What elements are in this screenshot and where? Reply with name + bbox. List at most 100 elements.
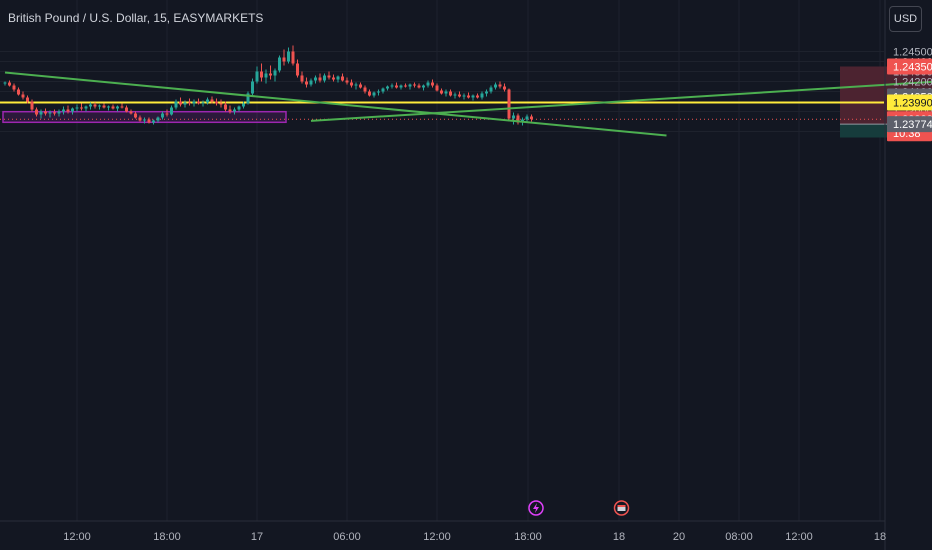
candle bbox=[188, 98, 191, 106]
candle-body bbox=[395, 85, 398, 88]
candle bbox=[233, 107, 236, 115]
candle bbox=[480, 91, 484, 100]
candle bbox=[260, 63, 263, 82]
candle-body bbox=[233, 109, 236, 112]
chart-title: British Pound / U.S. Dollar, 15, EASYMAR… bbox=[8, 11, 264, 25]
candle-body bbox=[386, 86, 389, 89]
candle-body bbox=[417, 85, 421, 88]
candle bbox=[426, 80, 430, 88]
candle bbox=[377, 89, 380, 96]
candle bbox=[183, 100, 187, 108]
candle-body bbox=[165, 113, 169, 115]
candle bbox=[80, 103, 83, 111]
candle bbox=[462, 93, 466, 100]
candle bbox=[152, 119, 155, 125]
y-tick-label: 1.24500 bbox=[893, 47, 932, 59]
candle-body bbox=[111, 106, 115, 109]
candle bbox=[269, 65, 272, 80]
candle-body bbox=[494, 84, 497, 88]
candle bbox=[359, 82, 362, 89]
candle-body bbox=[408, 84, 412, 87]
candle bbox=[206, 97, 209, 105]
candle-body bbox=[413, 84, 416, 86]
candle-body bbox=[35, 109, 38, 115]
candle bbox=[314, 75, 317, 84]
candle-body bbox=[296, 63, 299, 76]
x-tick-label: 18 bbox=[613, 531, 625, 543]
x-tick-label: 06:00 bbox=[333, 531, 361, 543]
candle-body bbox=[476, 95, 479, 98]
candle bbox=[386, 85, 389, 91]
candle-body bbox=[305, 81, 308, 85]
candle bbox=[444, 89, 448, 97]
candle-body bbox=[3, 82, 7, 84]
candle-body bbox=[350, 82, 353, 86]
candle bbox=[98, 104, 101, 110]
candle-body bbox=[152, 120, 155, 123]
candle-body bbox=[318, 77, 322, 81]
candle bbox=[93, 102, 97, 109]
candle bbox=[143, 117, 146, 124]
candle-body bbox=[300, 75, 304, 82]
candle-body bbox=[489, 87, 493, 92]
candle bbox=[305, 77, 308, 88]
candle-body bbox=[512, 115, 515, 119]
lightning-icon bbox=[528, 500, 544, 516]
candle-body bbox=[354, 84, 358, 86]
candle bbox=[116, 105, 119, 112]
candle bbox=[467, 92, 470, 99]
candle-body bbox=[390, 85, 394, 87]
x-tick-label: 18:00 bbox=[514, 531, 542, 543]
candle bbox=[48, 110, 52, 118]
y-tick-label: 1.24200 bbox=[893, 77, 932, 89]
candle bbox=[215, 98, 218, 106]
x-tick-label: 12:00 bbox=[423, 531, 451, 543]
price-label-text: 1.23990 bbox=[893, 98, 932, 110]
candle bbox=[471, 94, 475, 101]
candle-body bbox=[156, 117, 160, 121]
candle-body bbox=[26, 97, 29, 102]
candle-body bbox=[480, 93, 484, 98]
candle bbox=[89, 102, 92, 110]
x-tick-label: 12:00 bbox=[785, 531, 813, 543]
candle bbox=[138, 115, 142, 122]
candle bbox=[431, 79, 434, 88]
candle-body bbox=[8, 82, 11, 86]
candle bbox=[417, 83, 421, 89]
candle bbox=[273, 68, 277, 82]
currency-button[interactable]: USD bbox=[889, 6, 922, 32]
candle-body bbox=[66, 109, 70, 112]
candle-body bbox=[44, 111, 47, 114]
candle-body bbox=[30, 101, 34, 110]
candle-body bbox=[174, 101, 178, 108]
candle-body bbox=[359, 84, 362, 88]
candle-body bbox=[336, 76, 340, 80]
price-label-text: 1.24350 bbox=[893, 62, 932, 74]
candle bbox=[516, 113, 520, 125]
candle bbox=[485, 89, 488, 97]
candle bbox=[84, 105, 88, 112]
candle bbox=[107, 105, 110, 111]
candle-body bbox=[381, 88, 385, 92]
candle-body bbox=[372, 92, 376, 96]
candle-body bbox=[462, 95, 466, 97]
candle bbox=[399, 84, 403, 90]
price-label-stop-level: 1.24350 bbox=[887, 58, 932, 75]
candle-body bbox=[458, 94, 461, 97]
candle-body bbox=[134, 113, 137, 118]
candle bbox=[363, 85, 367, 94]
candle bbox=[57, 109, 61, 117]
candle bbox=[341, 73, 344, 82]
candle-body bbox=[170, 107, 173, 115]
candle-body bbox=[516, 115, 520, 123]
candle-body bbox=[206, 99, 209, 103]
candle-body bbox=[287, 51, 290, 62]
candle bbox=[129, 109, 133, 115]
candle-body bbox=[237, 106, 241, 110]
candle bbox=[354, 82, 358, 90]
candle-body bbox=[179, 101, 182, 105]
candle bbox=[165, 109, 169, 117]
candle-body bbox=[377, 91, 380, 93]
candle bbox=[395, 82, 398, 89]
